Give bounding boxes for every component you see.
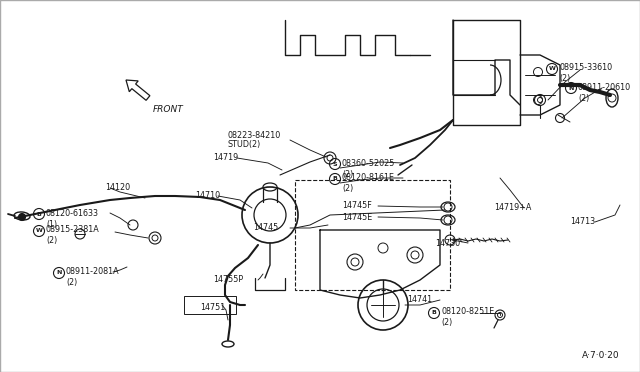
Text: 14713: 14713: [570, 218, 595, 227]
Text: 08911-2081A: 08911-2081A: [66, 267, 120, 276]
Text: (2): (2): [46, 237, 57, 246]
Text: A·7·0·20: A·7·0·20: [582, 351, 620, 360]
Text: 08915-33610: 08915-33610: [559, 64, 612, 73]
Text: 14741: 14741: [407, 295, 432, 305]
Text: 08223-84210: 08223-84210: [228, 131, 281, 140]
Text: 14719: 14719: [213, 153, 238, 161]
Text: (2): (2): [342, 185, 353, 193]
Bar: [295, 180, 450, 290]
Text: 14745E: 14745E: [342, 212, 372, 221]
Text: 14719+A: 14719+A: [494, 203, 531, 212]
Text: 08120-8161E: 08120-8161E: [342, 173, 395, 183]
Text: (2): (2): [441, 318, 452, 327]
Text: 14745: 14745: [253, 224, 278, 232]
Text: W: W: [548, 67, 556, 71]
Text: 08120-8251E: 08120-8251E: [441, 308, 494, 317]
Text: 08915-2381A: 08915-2381A: [46, 225, 100, 234]
Text: STUD(2): STUD(2): [228, 140, 261, 148]
Text: 08911-20610: 08911-20610: [578, 83, 631, 92]
Bar: [184, 296, 236, 314]
Text: (2): (2): [66, 279, 77, 288]
Text: 14710: 14710: [195, 192, 220, 201]
Text: 14120: 14120: [105, 183, 130, 192]
Text: N: N: [568, 86, 573, 90]
Text: (2): (2): [342, 170, 353, 179]
Text: S: S: [333, 161, 337, 167]
Text: (2): (2): [578, 93, 589, 103]
Text: N: N: [56, 270, 61, 276]
Text: 14751: 14751: [200, 304, 226, 312]
Text: FRONT: FRONT: [153, 105, 184, 114]
Text: 08120-61633: 08120-61633: [46, 208, 99, 218]
Text: B: B: [333, 176, 337, 182]
Text: 14755P: 14755P: [213, 276, 243, 285]
Text: B: B: [36, 212, 42, 217]
Text: 08360-52025: 08360-52025: [342, 158, 396, 167]
Text: 14745F: 14745F: [342, 202, 372, 211]
Text: B: B: [431, 311, 436, 315]
Text: (1): (1): [46, 219, 57, 228]
FancyArrow shape: [126, 80, 150, 100]
Text: 14730: 14730: [435, 238, 460, 247]
Circle shape: [19, 214, 26, 221]
Text: W: W: [36, 228, 42, 234]
Text: (2): (2): [559, 74, 570, 83]
